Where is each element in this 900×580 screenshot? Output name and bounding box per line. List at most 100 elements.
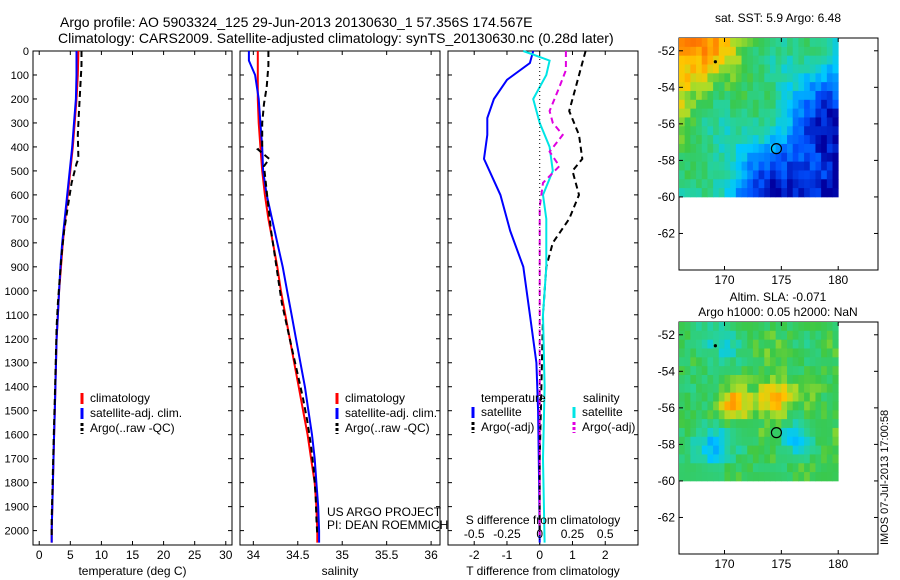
map-cell bbox=[679, 99, 686, 110]
map-cell bbox=[684, 463, 691, 473]
map-cell bbox=[804, 419, 811, 429]
map-cell bbox=[792, 322, 799, 332]
map-cell bbox=[747, 392, 754, 402]
map-cell bbox=[718, 188, 725, 198]
map-cell bbox=[701, 410, 708, 420]
map-cell bbox=[826, 463, 833, 473]
map-cell bbox=[741, 73, 748, 83]
map-cell bbox=[804, 366, 811, 376]
map-cell bbox=[741, 135, 748, 145]
map-cell bbox=[758, 436, 765, 447]
map-cell bbox=[724, 99, 731, 110]
map-cell bbox=[735, 170, 742, 180]
map-cell bbox=[724, 82, 731, 92]
map-cell bbox=[679, 357, 686, 367]
map-cell bbox=[713, 135, 720, 145]
map-cell bbox=[815, 366, 822, 376]
map-cell bbox=[792, 188, 799, 198]
map-cell bbox=[826, 126, 833, 136]
map-cell bbox=[804, 55, 811, 65]
map-cell bbox=[735, 38, 742, 48]
map-cell bbox=[792, 366, 799, 376]
map-cell bbox=[798, 188, 805, 198]
map-cell bbox=[679, 126, 686, 136]
map-cell bbox=[713, 143, 720, 154]
map-cell bbox=[815, 463, 822, 473]
map-cell bbox=[707, 419, 714, 429]
map-cell bbox=[747, 348, 754, 358]
map-cell bbox=[679, 90, 686, 101]
map-cell bbox=[821, 170, 828, 180]
map-cell bbox=[747, 179, 754, 189]
map-cell bbox=[679, 38, 686, 48]
map-cell bbox=[775, 419, 782, 429]
map-cell bbox=[730, 170, 737, 180]
map-cell bbox=[707, 38, 714, 48]
map-cell bbox=[684, 383, 691, 394]
map-cell bbox=[679, 436, 686, 447]
map-cell bbox=[735, 454, 742, 464]
map-cell bbox=[690, 436, 697, 447]
map-cell bbox=[690, 419, 697, 429]
map-cell bbox=[741, 330, 748, 341]
map-cell bbox=[826, 64, 833, 74]
map-cell bbox=[684, 99, 691, 110]
map-cell bbox=[821, 188, 828, 198]
map-cell bbox=[690, 126, 697, 136]
map-cell bbox=[701, 55, 708, 65]
map-cell bbox=[798, 463, 805, 473]
sla-subtitle: Argo h1000: 0.05 h2000: NaN bbox=[698, 305, 857, 319]
map-cell bbox=[804, 152, 811, 163]
map-cell bbox=[696, 188, 703, 198]
sla-map-panel: -52 -54 -56 -58 -60 -62 170 175 180 Altim. SLA: -… bbox=[658, 290, 879, 571]
x-tick-label: 34 bbox=[247, 548, 261, 562]
map-cell bbox=[696, 472, 703, 482]
map-cell bbox=[707, 179, 714, 189]
map-cell bbox=[707, 366, 714, 376]
map-cell bbox=[764, 472, 771, 482]
map-cell bbox=[826, 357, 833, 367]
map-cell bbox=[718, 90, 725, 101]
map-cell bbox=[747, 339, 754, 349]
map-cell bbox=[696, 99, 703, 110]
map-cell bbox=[730, 143, 737, 154]
map-cell bbox=[752, 99, 759, 110]
map-cell bbox=[792, 436, 799, 447]
map-cell bbox=[769, 90, 777, 101]
map-cell bbox=[792, 454, 799, 464]
map-cell bbox=[787, 55, 794, 65]
map-cell bbox=[724, 108, 731, 118]
map-cell bbox=[815, 427, 822, 438]
map-cell bbox=[724, 436, 731, 447]
map-cell bbox=[798, 82, 805, 92]
map-cell bbox=[713, 445, 720, 455]
map-cell bbox=[787, 445, 794, 455]
map-cell bbox=[701, 38, 708, 48]
map-cell bbox=[701, 383, 708, 394]
map-cell bbox=[798, 135, 805, 145]
map-cell bbox=[690, 401, 697, 411]
map-cell bbox=[718, 38, 725, 48]
map-cell bbox=[826, 90, 833, 101]
map-cell bbox=[690, 152, 697, 163]
map-cell bbox=[718, 322, 725, 332]
map-cell bbox=[781, 73, 788, 83]
map-cell bbox=[769, 454, 777, 464]
y-tick-label: 1600 bbox=[5, 430, 29, 442]
map-cell bbox=[747, 445, 754, 455]
legend-label: climatology bbox=[345, 391, 405, 405]
map-cell bbox=[684, 126, 691, 136]
map-cell bbox=[775, 463, 782, 473]
sla-title: Altim. SLA: -0.071 bbox=[730, 290, 827, 304]
map-cell bbox=[792, 401, 799, 411]
map-cell bbox=[730, 472, 737, 482]
difference-xlabel2: S difference from climatology bbox=[466, 513, 621, 527]
map-cell bbox=[730, 64, 737, 74]
map-cell bbox=[832, 99, 839, 110]
map-cell bbox=[724, 472, 731, 482]
x2-tick-label: 0.5 bbox=[597, 527, 614, 541]
difference-series-t-satellite bbox=[482, 50, 541, 543]
map-cell bbox=[787, 90, 794, 101]
map-cell bbox=[707, 135, 714, 145]
map-cell bbox=[679, 463, 686, 473]
